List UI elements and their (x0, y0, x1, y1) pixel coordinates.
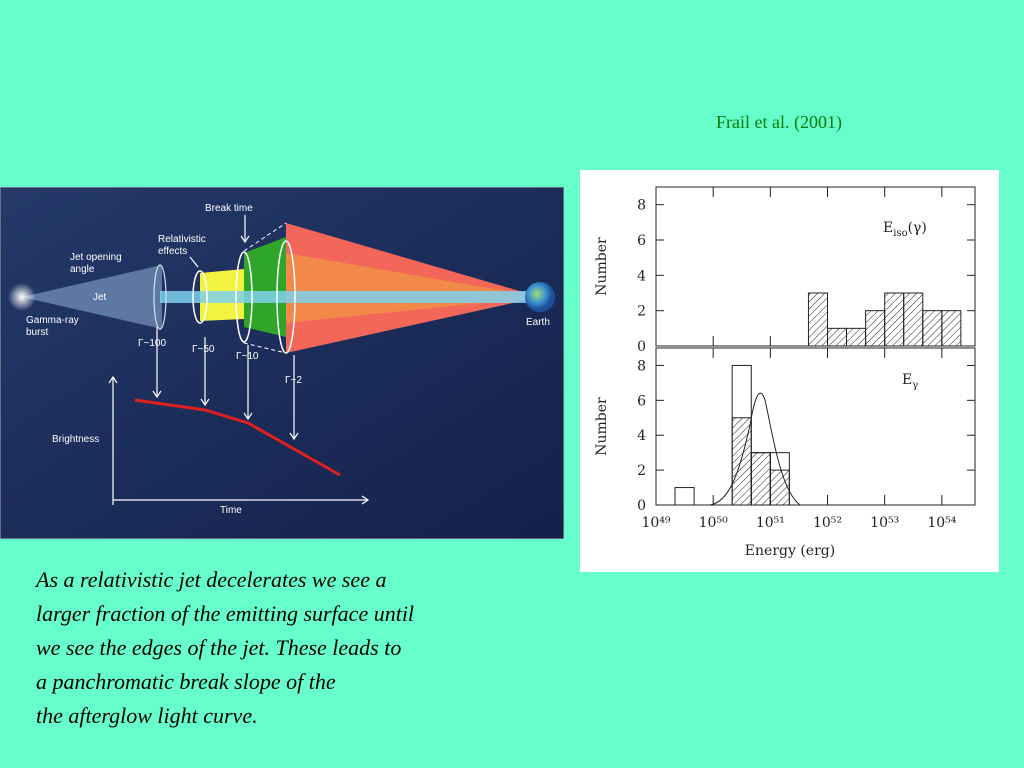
x-axis-label: Energy (erg) (745, 543, 835, 559)
bar-hatched (769, 469, 790, 506)
label: Time (220, 505, 242, 516)
label: Brightness (52, 434, 99, 445)
label: Relativistic (158, 234, 206, 245)
y-axis-label: Number (594, 397, 610, 456)
x-tick-label: 10⁵¹ (756, 515, 785, 531)
bar-hatched (731, 417, 752, 506)
label: burst (26, 327, 48, 338)
caption-line: larger fraction of the emitting surface … (36, 601, 415, 626)
legend-part: (γ) (908, 220, 927, 236)
legend-part: iso (893, 228, 907, 239)
y-tick-label: 0 (637, 339, 646, 355)
bar-hatched (884, 292, 905, 347)
legend: Eiso(γ) (883, 220, 927, 239)
label: Γ~2 (285, 375, 302, 386)
caption-line: we see the edges of the jet. These leads… (36, 635, 402, 660)
label: Γ~50 (192, 344, 215, 355)
x-tick-label: 10⁵² (813, 515, 842, 531)
x-tick-label: 10⁵⁴ (927, 515, 956, 531)
histogram-figure: Energy (erg) 0 2 4 6 8 Number Eiso(γ) 0 2 4 6 8 Numb… (580, 170, 999, 572)
y-tick-label: 6 (637, 233, 646, 249)
y-tick-label: 8 (637, 198, 646, 214)
label: Gamma-ray (26, 315, 79, 326)
caption-line: the afterglow light curve. (36, 703, 258, 728)
y-tick-label: 4 (637, 268, 646, 284)
label: Jet (93, 292, 107, 303)
bar-hatched (827, 327, 848, 347)
y-tick-label: 8 (637, 358, 646, 374)
bar-outline (674, 487, 695, 506)
y-axis-label: Number (594, 237, 610, 296)
label: angle (70, 264, 95, 275)
bar-outline (769, 452, 790, 506)
label: Γ~100 (138, 338, 166, 349)
citation: Frail et al. (2001) (716, 112, 842, 132)
plot-frame (655, 347, 976, 506)
legend-part: γ (912, 380, 918, 391)
x-tick-label: 10⁴⁹ (641, 515, 670, 531)
caption-line: a panchromatic break slope of the (36, 669, 336, 694)
bar-hatched (903, 292, 924, 347)
bar-hatched (941, 310, 962, 347)
legend-part: E (883, 220, 893, 236)
x-tick-label: 10⁵⁰ (699, 515, 728, 531)
label: Γ~10 (236, 351, 259, 362)
label: Earth (526, 317, 550, 328)
caption: As a relativistic jet decelerates we see… (36, 563, 414, 733)
bar-hatched (922, 310, 943, 347)
y-tick-label: 2 (637, 304, 646, 320)
y-tick-label: 2 (637, 463, 646, 479)
y-tick-label: 6 (637, 393, 646, 409)
bar-outline (731, 364, 752, 506)
label: Jet opening (70, 252, 122, 263)
caption-line: As a relativistic jet decelerates we see… (36, 567, 387, 592)
label: Break time (205, 203, 253, 214)
legend: Eγ (902, 372, 918, 391)
x-tick-label: 10⁵³ (870, 515, 899, 531)
bar-hatched (750, 452, 771, 506)
y-tick-label: 4 (637, 428, 646, 444)
bar-hatched (865, 310, 886, 347)
y-tick-label: 0 (637, 498, 646, 514)
jet-diagram: Break time Relativistic effects Jet open… (0, 187, 564, 539)
legend-part: E (902, 372, 912, 388)
label: effects (158, 246, 187, 257)
bar-hatched (807, 292, 829, 347)
bar-hatched (846, 327, 867, 347)
